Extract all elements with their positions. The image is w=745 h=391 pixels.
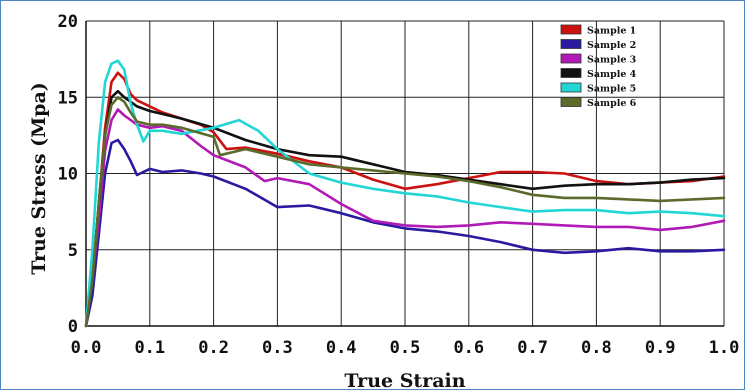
legend-swatch-sample-3: [560, 53, 582, 64]
tick-labels: 0.0 0.1 0.2 0.3 0.4 0.5 0.6 0.7 0.8 0.9 1.0 0 5 10 15 2…: [58, 12, 740, 358]
grid-lines: [86, 20, 725, 326]
y-axis-label: True Stress (Mpa): [28, 82, 50, 275]
legend-swatch-sample-6: [560, 97, 582, 107]
series-line-sample-3: [84, 108, 726, 328]
x-tick-label: 0.4: [326, 338, 357, 358]
x-tick-label: 0.9: [645, 338, 676, 358]
x-tick-label: 0.6: [453, 338, 484, 358]
y-tick-label: 20: [58, 12, 78, 32]
x-tick-label: 0.0: [71, 338, 102, 358]
legend-swatch-sample-1: [560, 24, 582, 35]
x-tick-label: 0.1: [134, 338, 165, 358]
legend-swatch-sample-5: [560, 82, 582, 93]
x-tick-label: 0.5: [390, 338, 421, 358]
axes: [85, 21, 724, 327]
legend-label-sample-3: Sample 3: [587, 55, 636, 66]
legend: Sample 1 Sample 2 Sample 3 Sample 4 Sample 5…: [560, 24, 637, 109]
x-tick-label: 0.8: [581, 338, 612, 358]
y-tick-label: 15: [58, 88, 78, 108]
y-tick-label: 0: [68, 317, 78, 337]
legend-label-sample-1: Sample 1: [587, 26, 636, 37]
series-line-sample-1: [84, 71, 726, 328]
series-line-sample-6: [84, 96, 726, 328]
y-tick-label: 5: [68, 241, 78, 261]
y-tick-label: 10: [58, 165, 78, 185]
x-tick-label: 0.2: [198, 338, 229, 358]
legend-swatch-sample-4: [560, 68, 582, 78]
legend-label-sample-2: Sample 2: [587, 40, 636, 51]
x-axis-label: True Strain: [344, 370, 465, 391]
legend-label-sample-4: Sample 4: [587, 69, 637, 80]
x-tick-label: 0.7: [517, 338, 548, 358]
legend-label-sample-6: Sample 6: [587, 98, 637, 109]
legend-label-sample-5: Sample 5: [587, 84, 636, 95]
data-series: [84, 59, 726, 328]
legend-swatch-sample-2: [560, 39, 582, 49]
series-line-sample-5: [84, 59, 726, 328]
series-line-sample-2: [84, 138, 726, 328]
x-tick-label: 0.3: [262, 338, 293, 358]
x-tick-label: 1.0: [709, 338, 740, 358]
